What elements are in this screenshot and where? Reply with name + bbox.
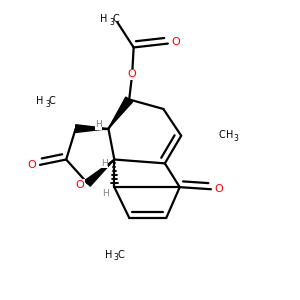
Text: H: H [105,250,112,260]
Text: H: H [100,14,107,24]
Text: 3: 3 [46,100,50,109]
Text: C: C [218,130,225,140]
Text: H: H [102,189,108,198]
Text: O: O [171,38,180,47]
Text: O: O [128,69,136,79]
Text: H: H [226,130,233,140]
Text: H: H [36,96,43,106]
Text: O: O [215,184,224,194]
Text: O: O [28,160,37,170]
Text: C: C [113,14,119,24]
Text: 3: 3 [113,253,118,262]
Text: C: C [49,96,56,106]
Text: H: H [101,159,108,168]
Text: 3: 3 [110,18,114,27]
Text: C: C [118,250,124,260]
Polygon shape [108,97,133,129]
Text: O: O [75,180,84,190]
Text: H: H [95,120,102,129]
Text: 3: 3 [233,134,238,143]
Polygon shape [85,160,114,186]
Polygon shape [76,125,108,133]
